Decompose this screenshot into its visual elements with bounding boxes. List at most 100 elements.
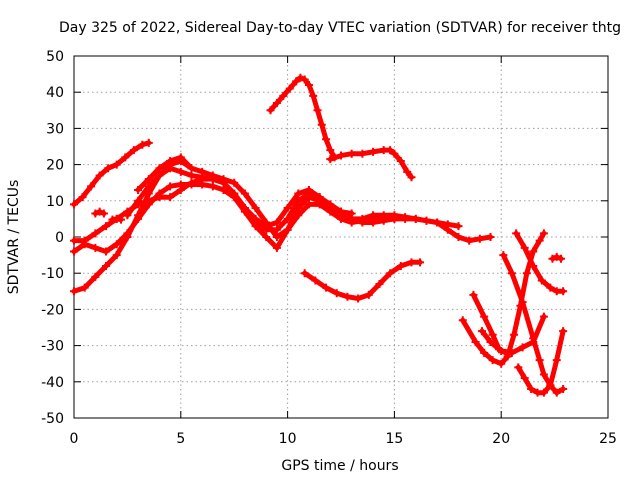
data-point [104,164,113,173]
series-arc-11 [108,214,125,224]
series-line [460,230,547,367]
data-point [187,164,196,173]
data-point [347,218,356,227]
data-point [497,347,506,356]
data-point [510,330,519,339]
data-point [507,269,516,278]
data-point [379,214,388,223]
data-point [552,356,561,365]
data-point [326,146,335,155]
series-group [70,73,568,397]
data-point [279,91,288,100]
data-point [539,229,548,238]
data-point [144,138,153,147]
data-point [552,388,561,397]
data-point [144,182,153,191]
x-tick-label: 20 [492,431,510,447]
data-point [300,75,309,84]
data-point [369,214,378,223]
data-point [407,258,416,267]
data-point [486,233,495,241]
x-tick-label: 5 [176,431,185,447]
series-arc-17 [514,327,568,397]
data-point [166,182,175,191]
series-arc-3 [70,180,356,256]
data-point [70,200,78,209]
data-point [520,243,529,252]
data-point [198,167,207,176]
y-tick-label: -40 [41,375,64,391]
data-point [91,243,100,252]
data-point [403,167,412,176]
y-tick-label: -10 [41,266,64,282]
y-tick-label: 50 [46,49,64,65]
data-point [230,189,239,198]
data-point [95,171,104,180]
data-point [375,280,384,289]
data-point [208,182,217,191]
data-point [539,370,548,379]
data-point [134,196,143,205]
data-point [529,247,538,256]
data-point [535,356,544,365]
data-point [332,289,341,298]
series-arc-9 [300,258,425,303]
data-point [304,200,313,209]
x-tick-label: 25 [599,431,617,447]
data-point [176,185,185,194]
data-point [155,171,164,180]
data-point [285,84,294,93]
data-point [294,189,303,198]
series-arc-7 [266,73,339,162]
data-point [364,290,373,299]
data-point [121,153,130,162]
data-point [546,381,555,390]
data-point [292,77,301,86]
x-tick-label: 0 [70,431,79,447]
data-point [91,272,100,281]
data-point [416,258,425,267]
series-line [327,147,414,180]
data-point [240,204,249,213]
data-point [315,200,324,209]
series-arc-12 [458,229,548,368]
y-tick-label: 0 [55,230,64,246]
data-point [134,185,143,194]
data-point [390,149,399,158]
data-point [535,236,544,245]
data-point [176,153,185,162]
data-point [469,290,478,299]
data-point [471,337,480,346]
data-point [283,225,292,234]
y-tick-label: 40 [46,85,64,101]
data-point [187,171,196,180]
data-point [386,146,395,155]
data-point [322,135,331,144]
data-point [123,229,132,238]
data-point [499,251,508,260]
data-point [557,254,566,263]
data-point [354,294,363,303]
data-point [129,146,138,155]
data-point [527,385,536,394]
data-point [311,276,320,285]
data-point [251,204,260,213]
data-point [390,214,399,223]
data-point [155,164,164,173]
data-point [477,327,486,336]
data-point [559,385,568,394]
data-point [296,73,305,82]
data-point [272,99,281,108]
data-point [488,356,497,365]
series-arc-10 [91,207,108,218]
data-point [386,269,395,278]
data-point [134,214,143,223]
data-point [369,147,378,156]
data-point [411,214,420,223]
data-point [91,209,100,218]
axis-ticks: 0 5 10 15 20 25 -50 -40 -30 -20 -10 0 10 20 30 40 50 [41,49,617,447]
chart-title: Day 325 of 2022, Sidereal Day-to-day VTE… [59,20,621,36]
data-point [433,218,442,227]
x-tick-label: 15 [385,431,403,447]
data-point [80,283,89,292]
